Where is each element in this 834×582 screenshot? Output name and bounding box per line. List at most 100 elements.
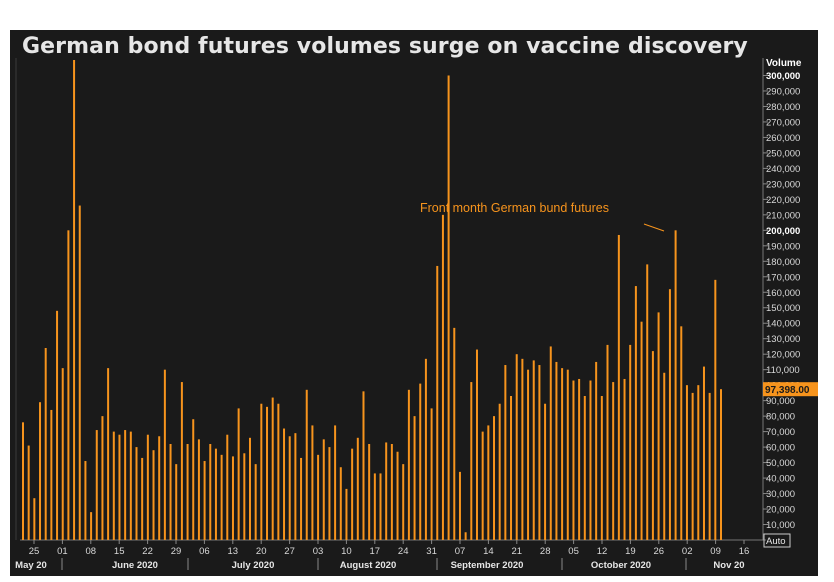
- month-label: September 2020: [451, 560, 524, 571]
- bar: [714, 279, 717, 540]
- bar: [169, 444, 172, 540]
- bar: [634, 286, 637, 540]
- annotation-leader: [643, 223, 665, 232]
- x-tick-label: 07: [455, 546, 466, 557]
- bar: [447, 75, 450, 541]
- bar: [44, 348, 47, 540]
- month-label: August 2020: [340, 560, 397, 571]
- bar: [67, 230, 70, 540]
- bar: [39, 402, 42, 540]
- bar: [84, 461, 87, 540]
- last-value-label: 97,398.00: [765, 385, 810, 396]
- bar: [561, 368, 564, 540]
- bar: [487, 425, 490, 540]
- x-tick-label: 16: [739, 546, 750, 557]
- y-tick-label: 270,000: [766, 117, 800, 128]
- x-tick-label: 19: [625, 546, 636, 557]
- y-tick-label: 290,000: [766, 86, 800, 97]
- bar: [640, 321, 643, 540]
- bar: [237, 408, 240, 540]
- bar: [356, 437, 359, 540]
- bar: [498, 403, 501, 540]
- bar: [163, 369, 166, 540]
- bar: [328, 447, 331, 540]
- bar: [56, 310, 59, 540]
- bar: [362, 391, 365, 540]
- y-tick-label: 110,000: [766, 365, 800, 376]
- bar: [430, 408, 433, 540]
- bar: [572, 380, 575, 540]
- bar: [260, 403, 263, 540]
- bar: [510, 396, 513, 540]
- y-tick-label: 210,000: [766, 210, 800, 221]
- bar: [680, 326, 683, 540]
- bar: [589, 380, 592, 540]
- x-tick-label: 20: [256, 546, 267, 557]
- bar: [623, 378, 626, 540]
- month-label: Nov 20: [713, 560, 744, 571]
- bar: [124, 430, 127, 540]
- bar: [95, 430, 98, 540]
- x-tick-label: 31: [426, 546, 437, 557]
- bar: [305, 389, 308, 540]
- x-tick-label: 22: [142, 546, 153, 557]
- y-tick-label: 30,000: [766, 489, 795, 500]
- y-tick-label: 250,000: [766, 148, 800, 159]
- bar: [504, 365, 507, 540]
- bar: [651, 351, 654, 540]
- bar: [612, 382, 615, 540]
- bar: [266, 406, 269, 540]
- bar: [243, 453, 246, 540]
- bar: [657, 312, 660, 540]
- y-tick-label: 300,000: [766, 71, 800, 82]
- bar: [214, 448, 217, 540]
- x-tick-label: 08: [86, 546, 97, 557]
- y-tick-label: 150,000: [766, 303, 800, 314]
- volume-bar-chart: 10,000 20,000 30,000 40,000 50,000 60,000 70,0…: [15, 58, 818, 571]
- bar: [702, 366, 705, 540]
- bar: [532, 360, 535, 540]
- bar: [220, 454, 223, 540]
- y-tick-label: 40,000: [766, 474, 795, 485]
- bar: [720, 389, 722, 540]
- bar: [118, 434, 121, 540]
- bar: [402, 464, 405, 540]
- y-tick-label: 10,000: [766, 520, 795, 531]
- annotation-text: Front month German bund futures: [420, 201, 609, 215]
- x-tick-label: 17: [370, 546, 381, 557]
- x-tick-label: 29: [171, 546, 182, 557]
- bar: [50, 409, 53, 540]
- bar: [379, 473, 382, 540]
- x-tick-label: 24: [398, 546, 409, 557]
- bar: [339, 467, 342, 540]
- bar: [135, 447, 138, 540]
- bar: [617, 234, 620, 540]
- x-tick-label: 03: [313, 546, 324, 557]
- bar: [629, 344, 632, 540]
- bar: [566, 369, 569, 540]
- y-tick-label: 190,000: [766, 241, 800, 252]
- x-tick-label: 28: [540, 546, 551, 557]
- bar: [197, 439, 200, 540]
- bar: [248, 437, 251, 540]
- bar: [515, 354, 518, 540]
- y-tick-label: 50,000: [766, 458, 795, 469]
- y-tick-label: 160,000: [766, 288, 800, 299]
- bar: [192, 419, 195, 540]
- bar: [107, 368, 110, 540]
- bar: [288, 436, 291, 540]
- bar: [538, 365, 541, 540]
- bar: [493, 416, 496, 540]
- bar: [424, 358, 427, 540]
- bar: [146, 434, 149, 540]
- x-tick-label: 13: [228, 546, 239, 557]
- bar: [481, 431, 484, 540]
- last-value-badge: [763, 382, 818, 397]
- bar: [407, 389, 410, 540]
- bar: [101, 416, 104, 540]
- bar: [436, 265, 439, 540]
- x-tick-label: 25: [29, 546, 40, 557]
- x-tick-label: 12: [597, 546, 608, 557]
- chart-title: German bond futures volumes surge on vac…: [22, 34, 748, 59]
- bar: [61, 368, 64, 540]
